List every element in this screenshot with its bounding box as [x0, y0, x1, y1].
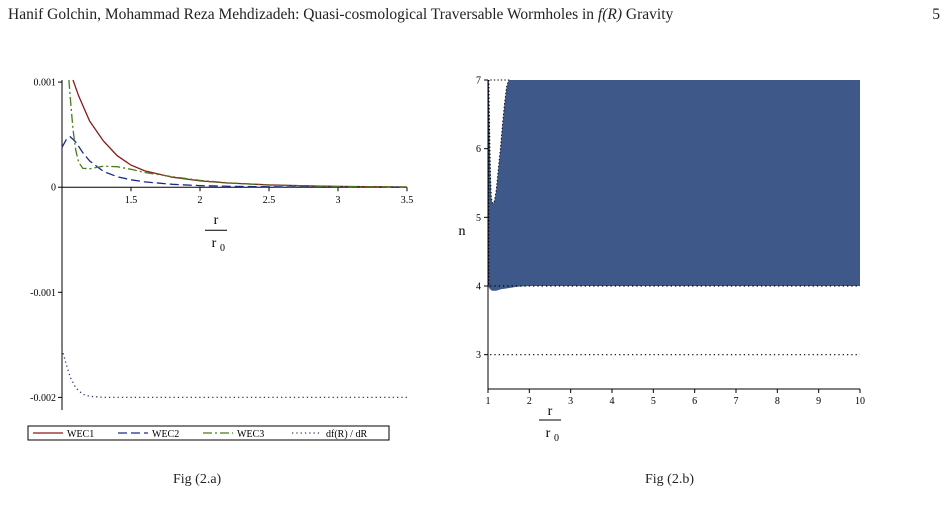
series-line-wec1 — [72, 79, 408, 188]
x-axis-label-numerator: r — [214, 213, 219, 228]
allowed-region — [488, 80, 860, 291]
x-tick-label: 1 — [486, 396, 491, 407]
y-tick-label: 0 — [51, 183, 56, 194]
running-header: Hanif Golchin, Mohammad Reza Mehdizadeh:… — [8, 6, 944, 28]
x-tick-label: 10 — [855, 396, 865, 407]
legend-entry: WEC3 — [237, 429, 264, 440]
x-tick-label: 3 — [568, 396, 573, 407]
running-title: Hanif Golchin, Mohammad Reza Mehdizadeh:… — [8, 6, 673, 24]
running-title-suffix: Gravity — [622, 6, 674, 23]
series-line-wec3 — [68, 79, 408, 188]
legend-entry: df(R) / dR — [326, 429, 367, 440]
figure-2a-caption: Fig (2.a) — [173, 472, 222, 487]
x-tick-label: 2.5 — [263, 195, 276, 206]
x-axis-label-subscript: 0 — [220, 243, 225, 254]
y-tick-label: 3 — [476, 350, 481, 361]
y-tick-label: 4 — [476, 282, 481, 293]
x-axis-label-subscript: 0 — [554, 433, 559, 444]
x-tick-label: 1.5 — [125, 195, 138, 206]
x-axis-label-denominator: r — [212, 236, 217, 251]
y-tick-label: 7 — [476, 76, 481, 87]
y-tick-label: 5 — [476, 213, 481, 224]
x-tick-label: 2 — [198, 195, 203, 206]
legend: WEC1 WEC2 WEC3 df(R) / dR — [27, 425, 390, 441]
legend-entry: WEC1 — [67, 429, 94, 440]
y-tick-label: -0.002 — [30, 393, 56, 404]
x-tick-label: 9 — [816, 396, 821, 407]
x-tick-label: 4 — [610, 396, 615, 407]
y-tick-label: -0.001 — [30, 288, 56, 299]
x-tick-label: 7 — [734, 396, 739, 407]
x-tick-label: 5 — [651, 396, 656, 407]
x-tick-label: 8 — [775, 396, 780, 407]
page-number: 5 — [932, 6, 940, 23]
excluded-region — [488, 79, 510, 205]
running-title-math: f(R) — [597, 6, 623, 23]
x-tick-label: 2 — [527, 396, 532, 407]
x-tick-label: 3.5 — [401, 195, 414, 206]
x-tick-label: 6 — [692, 396, 697, 407]
legend-entry: WEC2 — [152, 429, 179, 440]
running-title-prefix: Hanif Golchin, Mohammad Reza Mehdizadeh:… — [8, 6, 598, 23]
figure-2b-caption: Fig (2.b) — [645, 472, 694, 487]
y-tick-label: 6 — [476, 144, 481, 155]
x-axis-label-denominator: r — [546, 426, 551, 441]
x-axis-label-numerator: r — [548, 404, 553, 419]
y-axis-label: n — [459, 224, 466, 239]
series-line-wec2 — [61, 135, 408, 188]
y-tick-label: 0.001 — [34, 78, 57, 89]
series-line-df-r-dr — [61, 348, 407, 399]
x-tick-label: 3 — [336, 195, 341, 206]
